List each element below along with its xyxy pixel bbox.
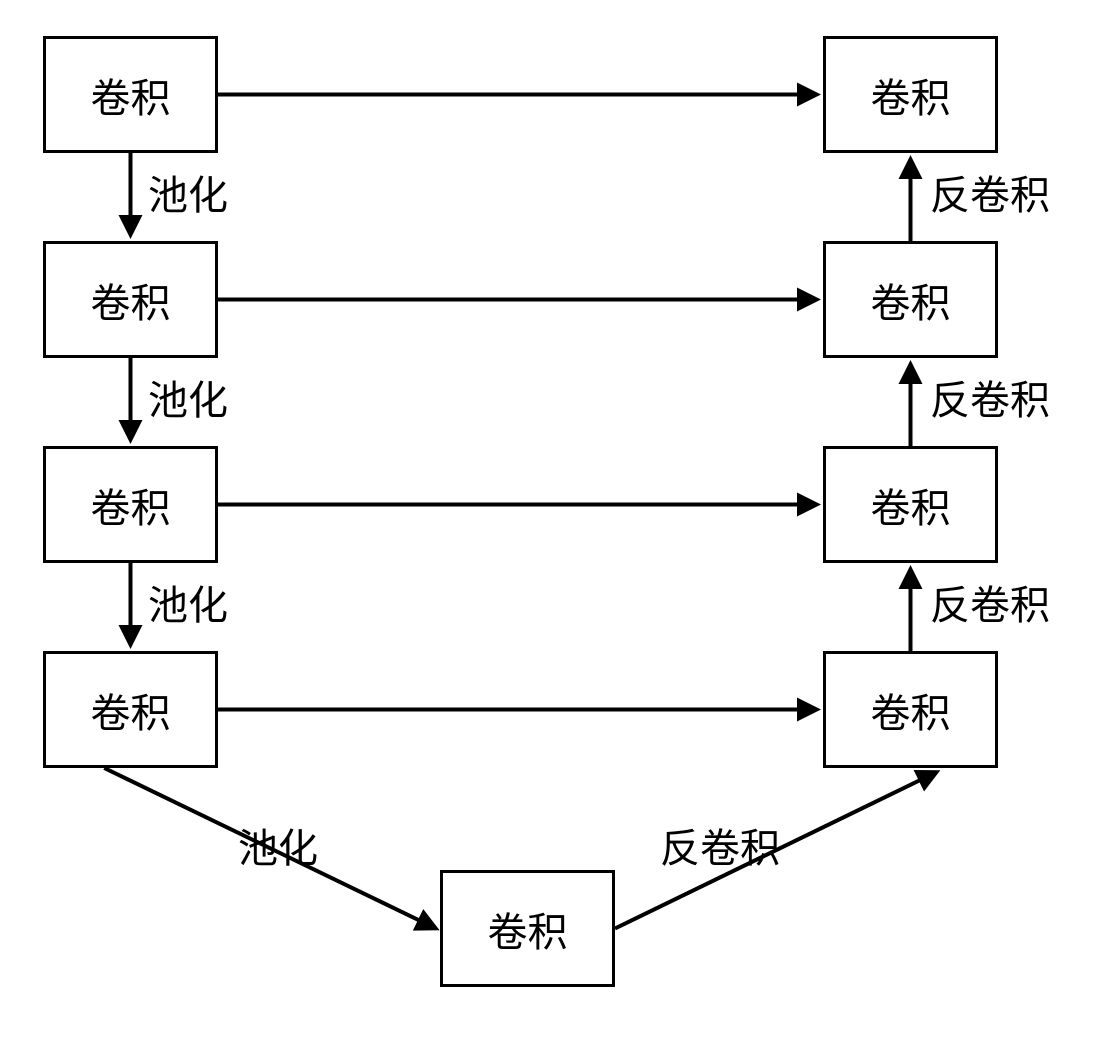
edge-label-L4-B: 池化	[238, 816, 318, 874]
edge-label-L3-L4: 池化	[148, 573, 228, 631]
diagram-canvas: 卷积卷积卷积卷积卷积卷积卷积卷积卷积 池化池化池化池化反卷积反卷积反卷积反卷积	[0, 0, 1105, 1043]
edge-label-L1-L2: 池化	[148, 163, 228, 221]
arrows-layer	[0, 0, 1105, 1043]
edge-label-R2-R1: 反卷积	[930, 163, 1050, 221]
edge-label-L2-L3: 池化	[148, 368, 228, 426]
edge-label-B-R4: 反卷积	[660, 816, 780, 874]
edge-label-R3-R2: 反卷积	[930, 368, 1050, 426]
edge-label-R4-R3: 反卷积	[930, 573, 1050, 631]
